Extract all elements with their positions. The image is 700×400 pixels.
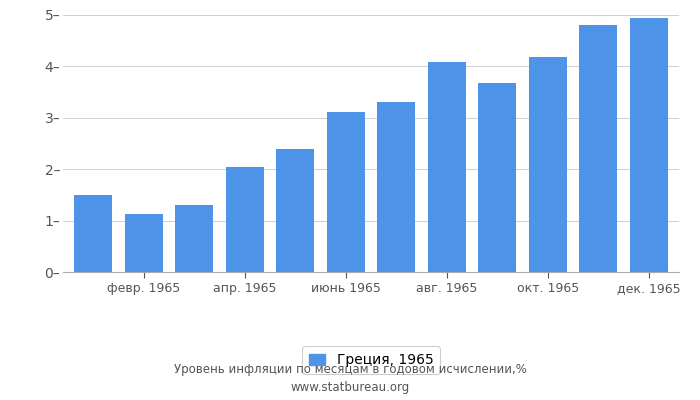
Text: Уровень инфляции по месяцам в годовом исчислении,%: Уровень инфляции по месяцам в годовом ис… — [174, 364, 526, 376]
Bar — [528, 57, 567, 272]
Bar — [478, 83, 516, 272]
Bar — [580, 25, 617, 272]
Bar — [74, 195, 112, 272]
Bar — [125, 214, 162, 272]
Bar — [276, 149, 314, 272]
Bar — [428, 62, 466, 272]
Bar — [377, 102, 415, 272]
Bar — [327, 112, 365, 272]
Bar — [175, 205, 214, 272]
Text: www.statbureau.org: www.statbureau.org — [290, 382, 410, 394]
Bar — [630, 18, 668, 272]
Bar — [226, 167, 264, 272]
Legend: Греция, 1965: Греция, 1965 — [302, 346, 440, 374]
